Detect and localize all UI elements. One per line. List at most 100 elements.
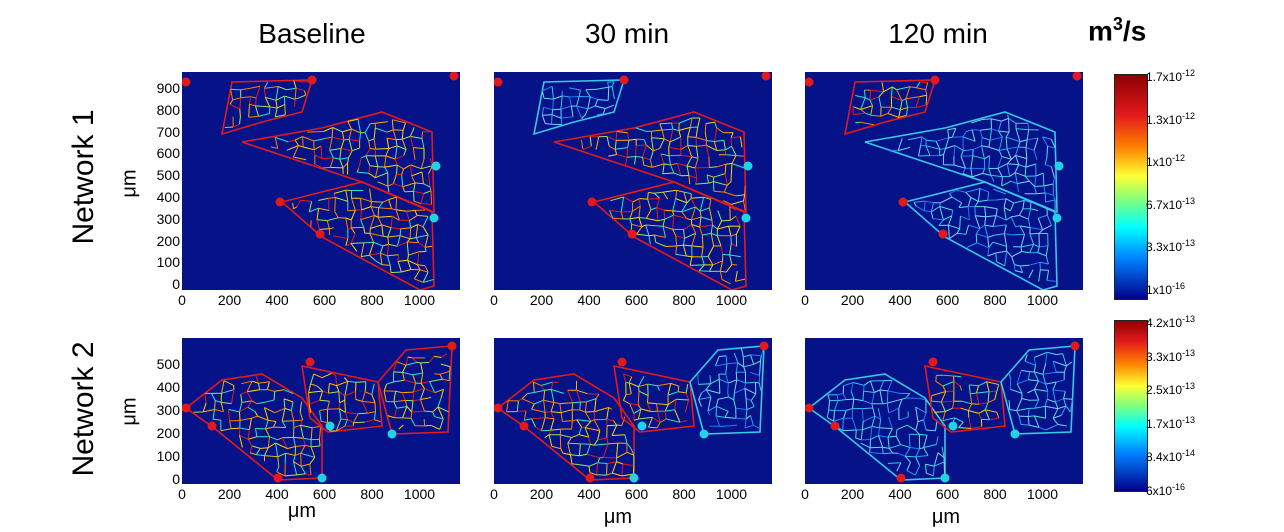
- vessel-segment: [1052, 389, 1056, 403]
- vessel-segment: [716, 220, 723, 230]
- vessel-segment: [881, 82, 884, 92]
- vessel-segment: [953, 375, 962, 378]
- vessel-segment: [743, 363, 754, 368]
- vessel-segment: [594, 443, 609, 446]
- vessel-segment: [700, 207, 710, 212]
- vessel-segment: [614, 140, 617, 150]
- y-tick-net1: 600: [156, 145, 180, 162]
- vessel-segment: [953, 380, 961, 387]
- vessel-segment: [887, 390, 901, 394]
- vessel-segment: [635, 145, 637, 157]
- vessel-segment: [348, 139, 353, 151]
- vessel-segment: [424, 247, 427, 252]
- vessel-segment: [891, 106, 901, 111]
- vessel-segment: [597, 430, 601, 441]
- vessel-segment: [691, 196, 704, 199]
- vessel-segment: [713, 190, 725, 193]
- vessel-segment: [627, 140, 630, 148]
- inlet-marker: [761, 72, 771, 81]
- vessel-segment: [359, 198, 362, 210]
- vessel-segment: [901, 397, 906, 400]
- vessel-segment: [1052, 361, 1057, 373]
- vessel-segment: [293, 424, 301, 429]
- vessel-segment: [895, 429, 898, 437]
- vessel-segment: [415, 182, 424, 185]
- vessel-segment: [419, 388, 425, 400]
- vessel-segment: [899, 100, 903, 110]
- vessel-segment: [901, 98, 907, 102]
- vessel-segment: [359, 132, 362, 142]
- column-title-120min: 120 min: [888, 18, 988, 49]
- y-tick-net1: 400: [156, 189, 180, 205]
- vessel-segment: [651, 137, 665, 140]
- vessel-segment: [726, 181, 732, 186]
- vessel-segment: [410, 224, 418, 229]
- vessel-segment: [379, 245, 384, 254]
- vessel-segment: [335, 418, 342, 432]
- vessel-segment: [656, 403, 669, 406]
- vessel-segment: [421, 171, 424, 184]
- vessel-segment: [399, 228, 402, 236]
- vessel-segment: [906, 462, 911, 471]
- vessel-segment: [241, 380, 253, 385]
- vessel-segment: [887, 437, 890, 449]
- vessel-segment: [727, 392, 730, 398]
- vessel-segment: [393, 408, 398, 418]
- vessel-segment: [705, 389, 721, 394]
- outlet-marker: [325, 421, 335, 431]
- vessel-segment: [982, 118, 992, 120]
- vessel-segment: [309, 463, 312, 476]
- vessel-segment: [405, 356, 409, 366]
- vessel-segment: [395, 139, 398, 146]
- vessel-segment: [716, 415, 725, 418]
- vessel-segment: [302, 438, 306, 446]
- vessel-segment: [275, 86, 279, 101]
- vessel-segment: [664, 214, 674, 220]
- vessel-segment: [637, 404, 642, 410]
- vessel-segment: [419, 399, 425, 412]
- vessel-segment: [682, 244, 687, 257]
- vessel-segment: [374, 149, 377, 156]
- vessel-segment: [960, 215, 970, 221]
- x-tick: 1000: [403, 292, 436, 308]
- vessel-segment: [313, 138, 326, 142]
- vessel-segment: [1029, 232, 1040, 235]
- y-tick-net2: 100: [156, 448, 180, 464]
- vessel-segment: [680, 154, 692, 158]
- vessel-segment: [548, 430, 552, 435]
- outlet-marker: [637, 421, 647, 431]
- vessel-segment: [360, 197, 372, 203]
- vessel-segment: [645, 209, 652, 219]
- vessel-segment: [724, 173, 728, 186]
- vessel-segment: [1008, 118, 1010, 133]
- vessel-segment: [1013, 264, 1016, 271]
- vessel-segment: [329, 148, 342, 151]
- vessel-segment: [596, 113, 604, 116]
- vessel-segment: [632, 205, 641, 212]
- vessel-segment: [750, 393, 757, 401]
- vessel-segment: [966, 242, 977, 248]
- vessel-segment: [386, 138, 390, 149]
- vessel-segment: [934, 461, 945, 467]
- vessel-segment: [584, 401, 587, 413]
- vessel-segment: [258, 381, 270, 384]
- vessel-segment: [265, 428, 270, 437]
- vessel-segment: [904, 447, 911, 457]
- vessel-segment: [735, 278, 746, 282]
- vessel-segment: [313, 149, 316, 155]
- vessel-segment: [390, 216, 393, 228]
- vessel-segment: [342, 162, 348, 169]
- vessel-segment: [369, 188, 372, 202]
- vessel-segment: [670, 164, 675, 174]
- vessel-segment: [533, 382, 535, 393]
- inlet-marker: [182, 77, 191, 87]
- vessel-segment: [425, 245, 433, 248]
- inlet-marker: [617, 357, 627, 367]
- vessel-segment: [695, 146, 699, 159]
- vessel-segment: [552, 108, 562, 111]
- vessel-segment: [264, 399, 275, 403]
- vessel-segment: [632, 198, 640, 203]
- vessel-segment: [641, 224, 646, 228]
- vessel-segment: [239, 108, 241, 117]
- vessel-segment: [588, 462, 598, 467]
